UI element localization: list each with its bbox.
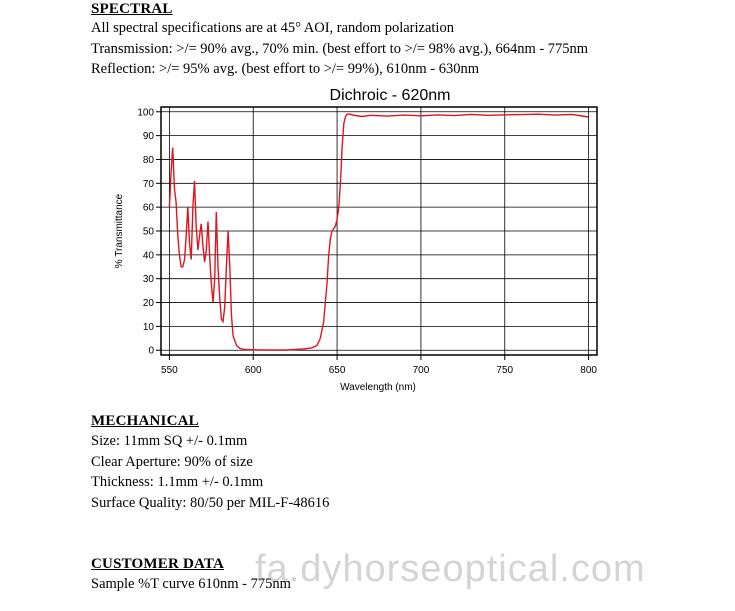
mechanical-surface-line: Surface Quality: 80/50 per MIL-F-48616 — [91, 495, 330, 511]
mechanical-size-line: Size: 11mm SQ +/- 0.1mm — [91, 433, 248, 449]
mechanical-thickness-line: Thickness: 1.1mm +/- 0.1mm — [91, 474, 264, 490]
y-tick-label: 50 — [143, 227, 155, 238]
x-tick-label: 550 — [161, 365, 178, 376]
transmittance-curve — [168, 113, 589, 351]
customer-heading: CUSTOMER DATA — [91, 556, 225, 572]
y-tick-label: 10 — [143, 322, 155, 333]
x-tick-label: 650 — [329, 365, 346, 376]
x-tick-label: 750 — [496, 365, 513, 376]
y-tick-label: 70 — [143, 179, 155, 190]
x-tick-label: 700 — [413, 365, 430, 376]
y-axis-label: % Transmittance — [114, 193, 125, 268]
spectral-reflection-line: Reflection: >/= 95% avg. (best effort to… — [91, 61, 480, 77]
chart-grid — [161, 107, 597, 355]
customer-sample-line: Sample %T curve 610nm - 775nm — [91, 576, 291, 592]
y-tick-label: 100 — [137, 107, 154, 118]
x-tick-label: 800 — [580, 365, 597, 376]
spectral-heading: SPECTRAL — [91, 1, 173, 17]
y-tick-label: 60 — [143, 203, 155, 214]
watermark-text: fa.dyhorseoptical.com — [255, 548, 646, 590]
y-tick-label: 80 — [143, 155, 155, 166]
chart-title: Dichroic - 620nm — [330, 87, 451, 104]
y-tick-label: 0 — [148, 346, 154, 357]
axis-ticks: 0 10 20 30 40 50 60 70 80 90 100 550 600 650 700 750 800 — [137, 107, 597, 376]
mechanical-aperture-line: Clear Aperture: 90% of size — [91, 454, 253, 470]
y-tick-label: 40 — [143, 250, 155, 261]
y-tick-label: 90 — [143, 131, 155, 142]
spectral-aoi-line: All spectral specifications are at 45° A… — [91, 20, 454, 36]
mechanical-heading: MECHANICAL — [91, 413, 199, 429]
x-tick-label: 600 — [245, 365, 262, 376]
y-tick-label: 30 — [143, 274, 155, 285]
x-axis-label: Wavelength (nm) — [340, 382, 416, 393]
y-tick-label: 20 — [143, 298, 155, 309]
transmittance-chart: 0 10 20 30 40 50 60 70 80 90 100 550 600 650 700 750 800… — [114, 87, 598, 393]
spectral-transmission-line: Transmission: >/= 90% avg., 70% min. (be… — [91, 41, 589, 57]
